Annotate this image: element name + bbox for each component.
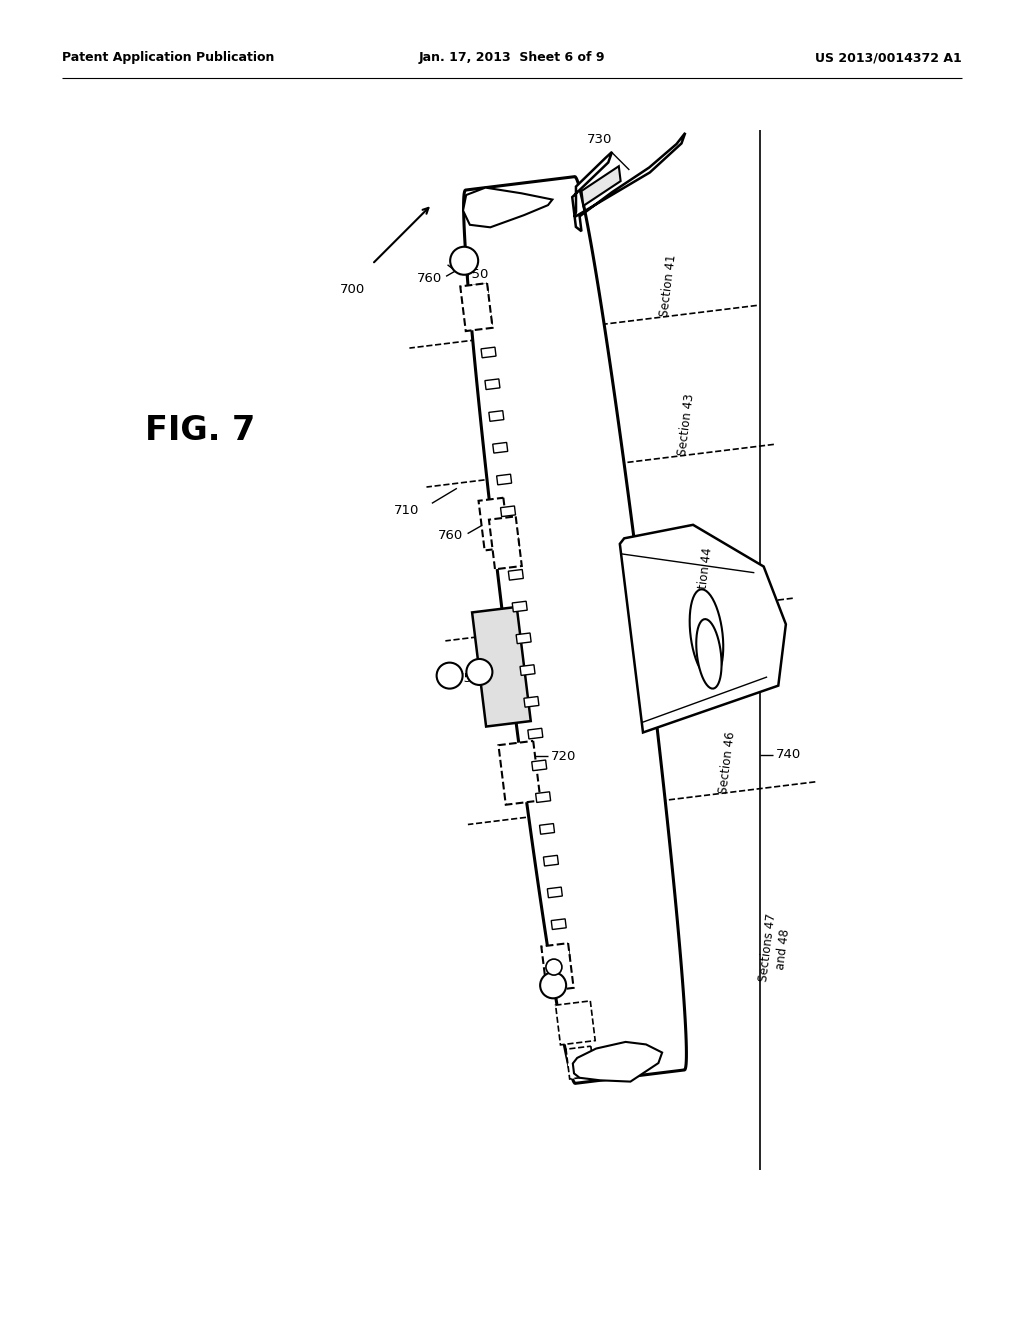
Polygon shape: [488, 516, 522, 569]
Circle shape: [436, 663, 463, 689]
Text: Section 46: Section 46: [717, 731, 737, 795]
Text: 720: 720: [551, 750, 577, 763]
Text: 700: 700: [339, 282, 365, 296]
Polygon shape: [508, 569, 523, 579]
Text: Sections 47
and 48: Sections 47 and 48: [757, 912, 794, 983]
Text: 730: 730: [587, 133, 612, 147]
Text: Section 43: Section 43: [676, 393, 696, 457]
Circle shape: [451, 247, 478, 275]
Polygon shape: [497, 474, 512, 484]
Polygon shape: [493, 442, 508, 453]
Polygon shape: [536, 792, 551, 803]
Text: Section 41: Section 41: [658, 255, 679, 318]
Text: 760: 760: [417, 272, 442, 285]
Polygon shape: [551, 919, 566, 929]
Polygon shape: [464, 177, 686, 1084]
Text: 710: 710: [393, 504, 419, 517]
Text: 750: 750: [456, 672, 481, 685]
Polygon shape: [542, 944, 573, 991]
Polygon shape: [485, 379, 500, 389]
Polygon shape: [556, 1001, 595, 1045]
Text: US 2013/0014372 A1: US 2013/0014372 A1: [815, 51, 962, 65]
Polygon shape: [572, 1041, 663, 1081]
Polygon shape: [501, 506, 515, 516]
Polygon shape: [512, 601, 527, 612]
Text: 760: 760: [438, 529, 464, 543]
Polygon shape: [463, 187, 552, 227]
Polygon shape: [548, 887, 562, 898]
Polygon shape: [499, 741, 541, 805]
Polygon shape: [572, 152, 612, 216]
Polygon shape: [696, 619, 722, 689]
Polygon shape: [472, 607, 530, 726]
Polygon shape: [690, 589, 723, 678]
Polygon shape: [544, 855, 558, 866]
Circle shape: [540, 973, 566, 998]
Circle shape: [546, 960, 562, 975]
Text: FIG. 7: FIG. 7: [144, 413, 255, 446]
Polygon shape: [488, 411, 504, 421]
Polygon shape: [524, 697, 539, 708]
Polygon shape: [516, 634, 531, 644]
Polygon shape: [527, 729, 543, 739]
Polygon shape: [620, 525, 785, 733]
Polygon shape: [566, 1047, 595, 1078]
Polygon shape: [582, 166, 621, 206]
Text: Jan. 17, 2013  Sheet 6 of 9: Jan. 17, 2013 Sheet 6 of 9: [419, 51, 605, 65]
Polygon shape: [555, 950, 570, 961]
Polygon shape: [505, 537, 519, 548]
Polygon shape: [540, 824, 555, 834]
Polygon shape: [481, 347, 496, 358]
Polygon shape: [477, 315, 493, 326]
Polygon shape: [520, 665, 535, 676]
Polygon shape: [460, 282, 493, 331]
Polygon shape: [531, 760, 547, 771]
Polygon shape: [478, 498, 510, 550]
Text: 740: 740: [776, 748, 801, 762]
Text: 750: 750: [464, 268, 488, 281]
Polygon shape: [574, 133, 685, 231]
Circle shape: [466, 659, 493, 685]
Text: Section 44: Section 44: [694, 546, 715, 611]
Polygon shape: [473, 284, 488, 294]
Text: Patent Application Publication: Patent Application Publication: [62, 51, 274, 65]
